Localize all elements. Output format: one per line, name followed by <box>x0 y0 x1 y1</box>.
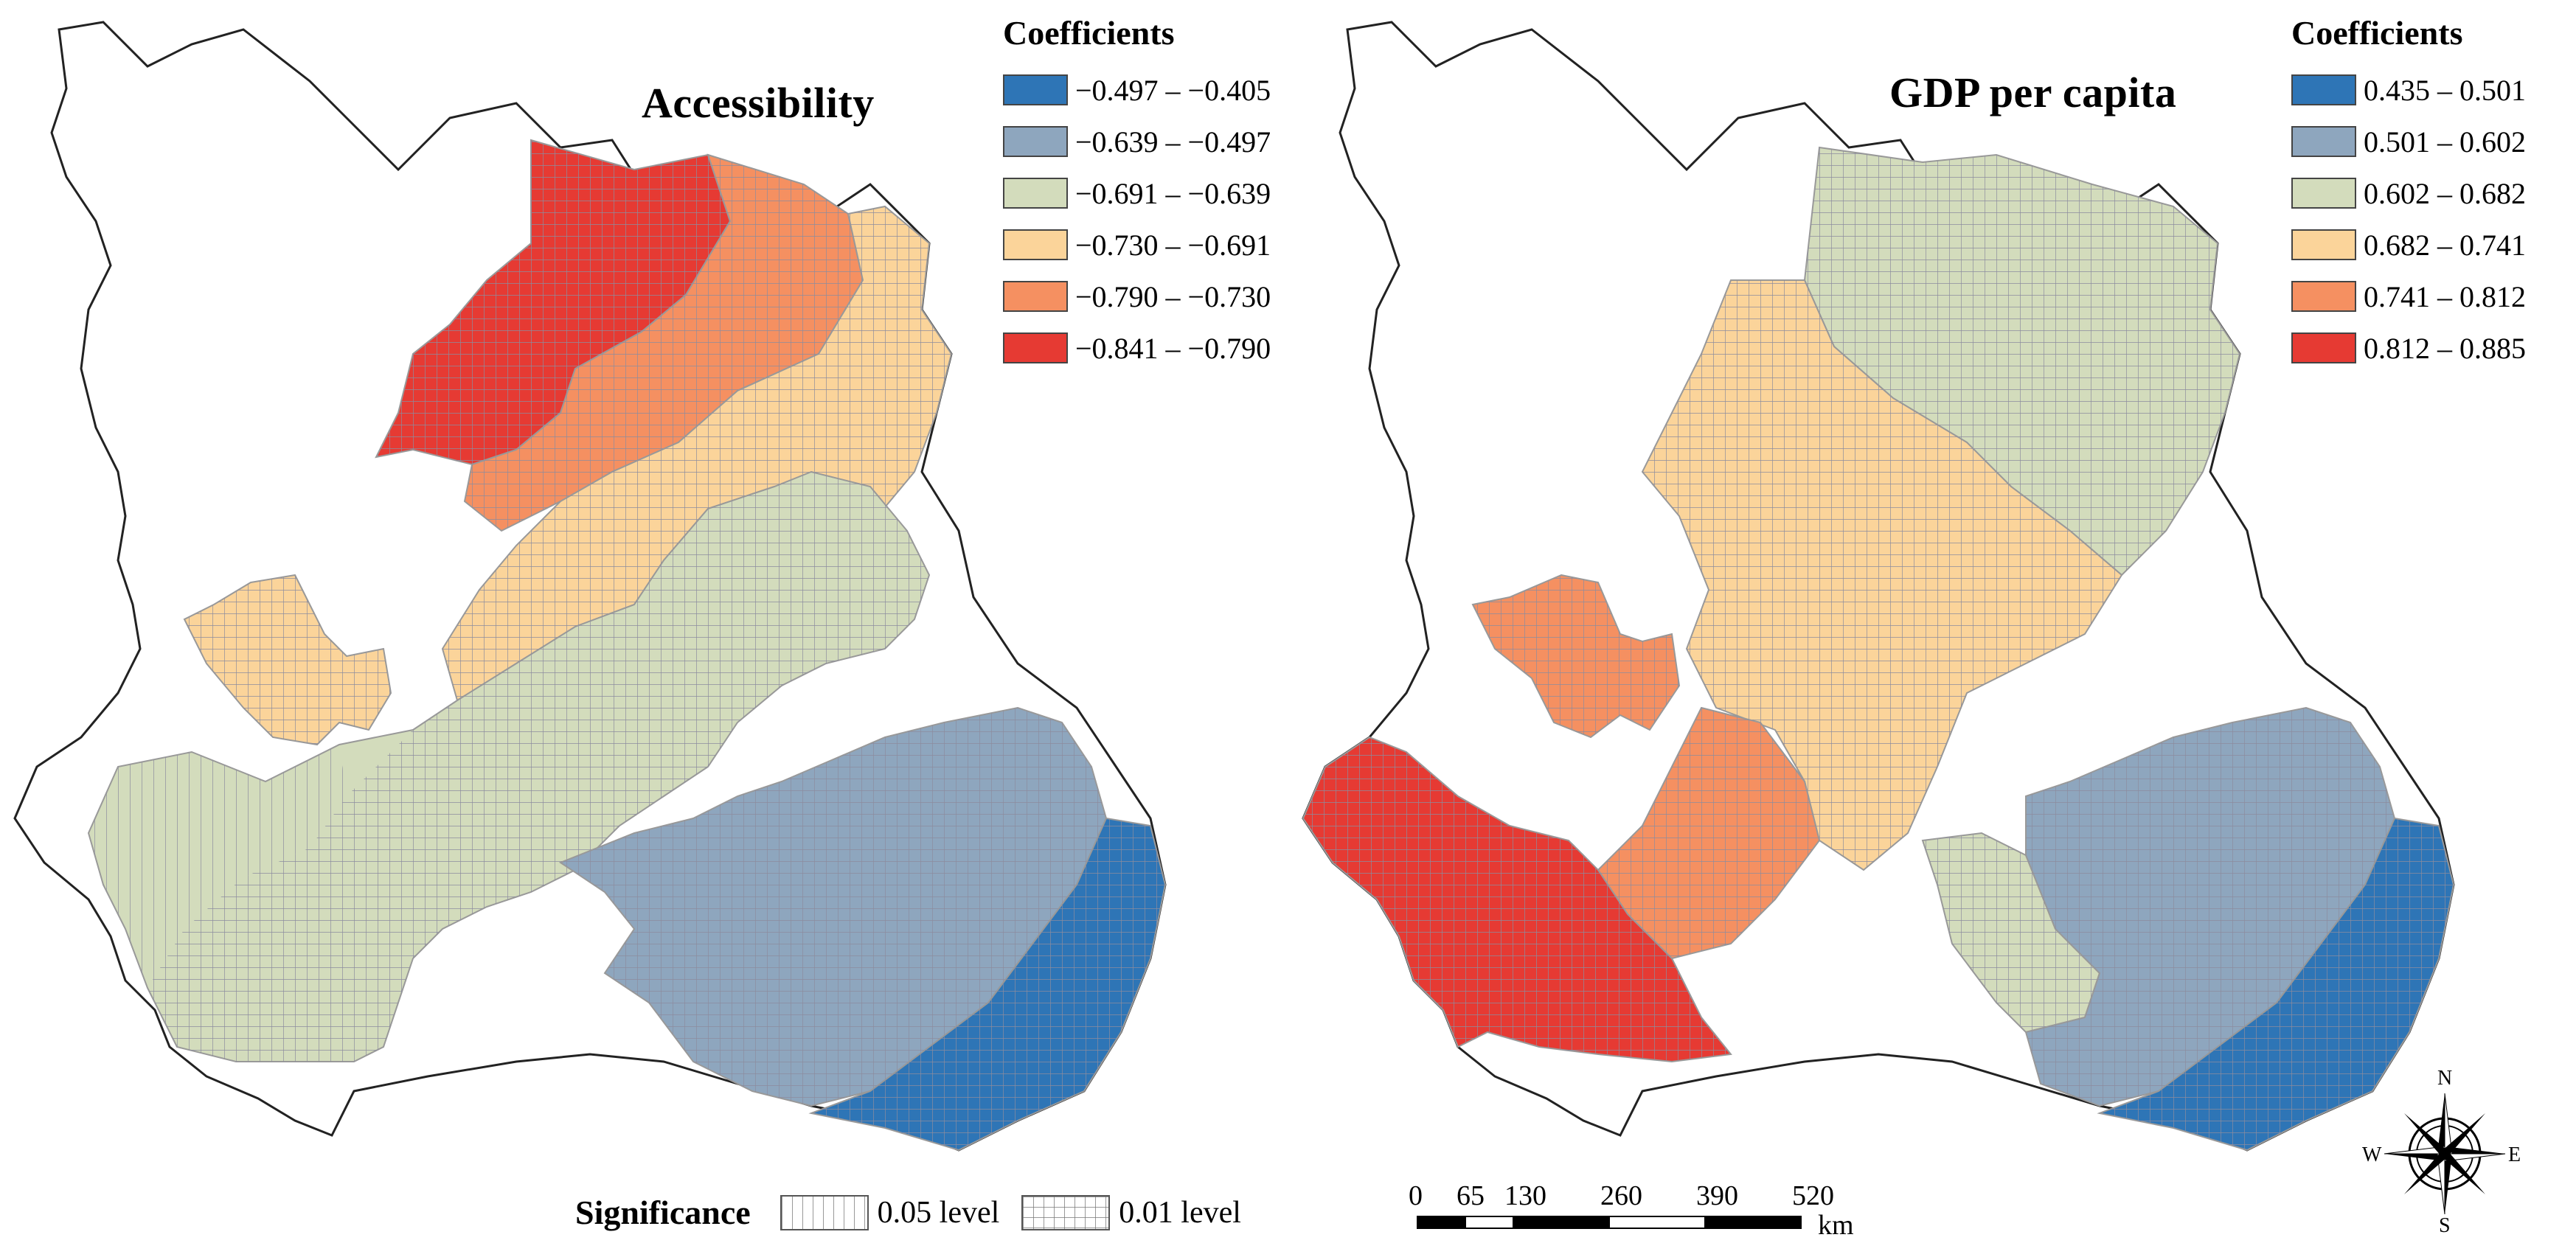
map-title: Accessibility <box>642 79 875 127</box>
scale-tick-label: 520 <box>1792 1180 1834 1211</box>
legend-swatch <box>2291 126 2356 157</box>
significance-swatch-005 <box>780 1194 869 1230</box>
scale-segment <box>1465 1216 1514 1229</box>
significance-label-005: 0.05 level <box>877 1195 1000 1230</box>
legend-swatch <box>1003 229 1068 260</box>
legend-label: −0.639 – −0.497 <box>1075 125 1271 159</box>
scale-tick-label: 260 <box>1600 1180 1642 1211</box>
legend-item: −0.639 – −0.497 <box>1003 116 1271 167</box>
legend-item: −0.730 – −0.691 <box>1003 219 1271 271</box>
legend-swatch <box>2291 229 2356 260</box>
accessibility-map <box>13 21 1167 1152</box>
legend-item: −0.790 – −0.730 <box>1003 271 1271 322</box>
scale-bar-graphic <box>1417 1216 1802 1229</box>
legend-label: −0.790 – −0.730 <box>1075 279 1271 313</box>
compass-rose-icon <box>2384 1093 2506 1215</box>
scale-tick-label: 130 <box>1504 1180 1546 1211</box>
legend-item: −0.841 – −0.790 <box>1003 322 1271 374</box>
legend-swatch <box>2291 281 2356 312</box>
legend-swatch <box>1003 332 1068 363</box>
scale-bar: 0 65 130 260 390 520 km <box>1409 1180 1866 1246</box>
legend-item: 0.741 – 0.812 <box>2291 271 2526 322</box>
scale-unit: km <box>1818 1210 1854 1241</box>
legend-item: 0.602 – 0.682 <box>2291 167 2526 219</box>
compass-n: N <box>2437 1067 2453 1090</box>
legend-label: −0.691 – −0.639 <box>1075 176 1271 210</box>
north-arrow: N S E W <box>2362 1067 2521 1237</box>
legend-item: −0.497 – −0.405 <box>1003 64 1271 116</box>
legend-title: Coefficients <box>2291 14 2463 52</box>
legend-swatch <box>1003 281 1068 312</box>
scale-segment <box>1513 1216 1610 1229</box>
scale-tick-label: 390 <box>1696 1180 1738 1211</box>
significance-swatch-001 <box>1021 1194 1111 1230</box>
legend-label: 0.682 – 0.741 <box>2364 228 2526 262</box>
compass-e: E <box>2508 1143 2521 1166</box>
compass-s: S <box>2439 1214 2451 1237</box>
legend-item: −0.691 – −0.639 <box>1003 167 1271 219</box>
legend-label: −0.730 – −0.691 <box>1075 228 1271 262</box>
scale-tick-label: 65 <box>1457 1180 1485 1211</box>
legend-label: 0.602 – 0.682 <box>2364 176 2526 210</box>
legend-label: −0.841 – −0.790 <box>1075 331 1271 365</box>
legend-label: 0.501 – 0.602 <box>2364 125 2526 159</box>
significance-label-001: 0.01 level <box>1119 1195 1241 1230</box>
legend-swatch <box>2291 178 2356 209</box>
legend-swatch <box>1003 74 1068 105</box>
gdp-per-capita-map <box>1302 21 2455 1152</box>
scale-segment <box>1704 1216 1802 1229</box>
significance-legend: Significance 0.05 level 0.01 level <box>575 1193 1263 1232</box>
legend-label: 0.812 – 0.885 <box>2364 331 2526 365</box>
gdp-per-capita-map-panel: GDP per capita Coefficients 0.435 – 0.50… <box>1288 0 2576 1257</box>
legend-swatch <box>1003 178 1068 209</box>
accessibility-map-panel: Accessibility Coefficients −0.497 – −0.4… <box>13 13 1271 1152</box>
map-title: GDP per capita <box>1889 69 2177 116</box>
scale-segment <box>1608 1216 1706 1229</box>
legend-item: 0.812 – 0.885 <box>2291 322 2526 374</box>
compass-w: W <box>2362 1143 2382 1166</box>
legend-label: 0.435 – 0.501 <box>2364 73 2526 107</box>
legend-swatch <box>2291 332 2356 363</box>
legend-item: 0.682 – 0.741 <box>2291 219 2526 271</box>
legend-item: 0.501 – 0.602 <box>2291 116 2526 167</box>
legend: Coefficients −0.497 – −0.405 −0.639 – −0.… <box>1003 13 1271 374</box>
legend-label: −0.497 – −0.405 <box>1075 73 1271 107</box>
legend-swatch <box>2291 74 2356 105</box>
significance-title: Significance <box>575 1194 751 1231</box>
scale-segment <box>1417 1216 1466 1229</box>
legend-label: 0.741 – 0.812 <box>2364 279 2526 313</box>
legend-swatch <box>1003 126 1068 157</box>
legend-title: Coefficients <box>1003 14 1175 52</box>
scale-tick-label: 0 <box>1409 1180 1423 1211</box>
legend: Coefficients 0.435 – 0.501 0.501 – 0.602 0… <box>2291 13 2526 374</box>
legend-item: 0.435 – 0.501 <box>2291 64 2526 116</box>
